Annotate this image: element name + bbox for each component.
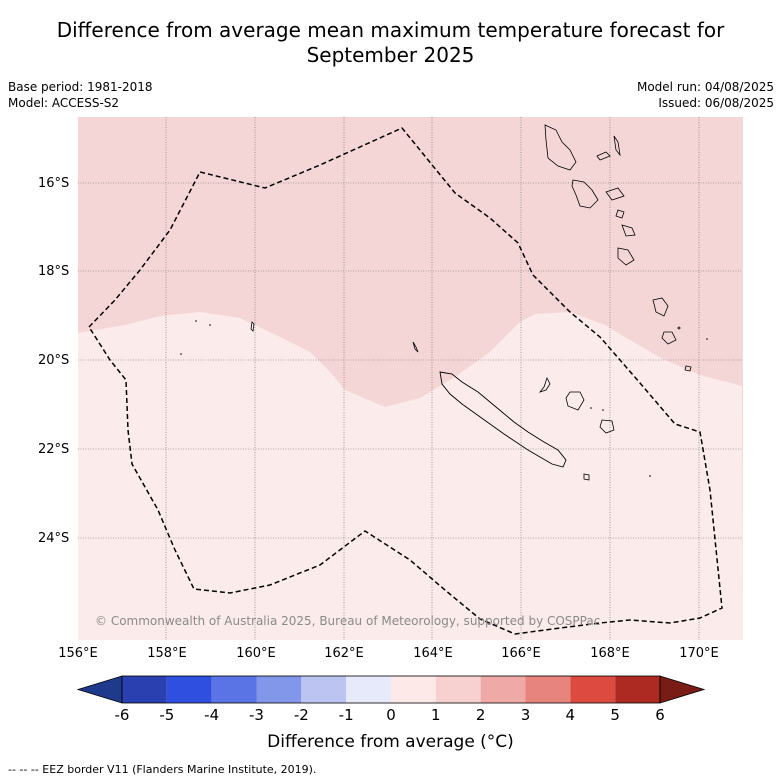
lifou-island (565, 391, 585, 411)
efate-island (621, 224, 636, 237)
lon-label-158e: 158°E (147, 646, 187, 661)
colorbar-tick-label: 5 (610, 706, 620, 724)
lon-label-160e: 160°E (236, 646, 276, 661)
ouvea-island (538, 376, 551, 393)
ambrym-island (605, 187, 625, 201)
model-run: Model run: 04/08/2025 (636, 80, 774, 94)
issued-date: Issued: 06/08/2025 (658, 96, 774, 110)
new-caledonia-island (439, 371, 567, 468)
aneityum-island (661, 331, 677, 345)
colorbar-segment (122, 676, 167, 703)
colorbar-segment (346, 676, 391, 703)
chart-title: Difference from average mean maximum tem… (0, 18, 781, 68)
lat-label-18s: 18°S (38, 264, 70, 279)
lat-label-24s: 24°S (38, 531, 70, 546)
colorbar-segment (166, 676, 212, 703)
gridlines (78, 117, 743, 640)
lon-label-164e: 164°E (413, 646, 453, 661)
colorbar-segment (211, 676, 257, 703)
meta-left: Base period: 1981-2018 Model: ACCESS-S2 (8, 79, 153, 111)
copyright-notice: © Commonwealth of Australia 2025, Bureau… (95, 614, 601, 628)
lon-label-170e: 170°E (679, 646, 719, 661)
colorbar-segment (525, 676, 571, 703)
colorbar-segment (301, 676, 347, 703)
hunter-island (684, 365, 692, 372)
lat-label-20s: 20°S (38, 353, 70, 368)
espiritu-santo-island (544, 124, 577, 171)
islet (649, 475, 651, 477)
meta-right: Model run: 04/08/2025 Issued: 06/08/2025 (637, 79, 774, 111)
islet (209, 324, 211, 326)
islet (195, 320, 197, 322)
epi-island (615, 209, 625, 219)
chesterfield-reef (250, 321, 255, 332)
lon-label-162e: 162°E (324, 646, 364, 661)
anomaly-0-to-1-region (78, 312, 743, 640)
islet (602, 409, 604, 411)
colorbar-tick-label: 1 (431, 706, 441, 724)
colorbar-tick-label: -5 (159, 706, 175, 724)
lat-label-16s: 16°S (38, 176, 70, 191)
islet (706, 338, 708, 340)
title-line-2: September 2025 (306, 43, 475, 67)
colorbar-tick-label: 3 (520, 706, 531, 724)
colorbar (76, 675, 706, 704)
colorbar-tick-label: 2 (475, 706, 486, 724)
colorbar-segment (570, 676, 616, 703)
lon-label-156e: 156°E (58, 646, 98, 661)
lon-label-166e: 166°E (501, 646, 541, 661)
colorbar-tick-label: -3 (249, 706, 264, 724)
colorbar-title: Difference from average (°C) (267, 732, 514, 752)
colorbar-outline (121, 675, 661, 704)
colorbar-segment (256, 676, 302, 703)
isle-of-pines (583, 473, 590, 481)
islet (180, 353, 182, 355)
colorbar-tick-label: -2 (293, 706, 309, 724)
colorbar-tick-label: 0 (386, 706, 396, 724)
colorbar-tick-label: 4 (565, 706, 576, 724)
colorbar-tick-label: -4 (204, 706, 220, 724)
colorbar-extend-high (659, 675, 706, 704)
colorbar-tick-label: 6 (655, 706, 665, 724)
tanna-island (652, 297, 669, 317)
malekula-island (571, 179, 599, 209)
colorbar-segment (480, 676, 526, 703)
islet (590, 407, 592, 409)
malo-island (596, 151, 611, 161)
eez-footnote: -- -- -- EEZ border V11 (Flanders Marine… (8, 763, 317, 776)
title-line-1: Difference from average mean maximum tem… (56, 18, 725, 42)
maewo-island (613, 135, 621, 157)
colorbar-tick-label: -6 (114, 706, 130, 724)
base-period: Base period: 1981-2018 (8, 80, 153, 94)
model-name: Model: ACCESS-S2 (8, 96, 120, 110)
islet (677, 326, 681, 330)
mare-island (599, 419, 615, 434)
eez-border (88, 127, 723, 635)
lon-label-168e: 168°E (590, 646, 630, 661)
colorbar-tick-label: -1 (338, 706, 354, 724)
colorbar-segment (615, 676, 660, 703)
belep-islands (412, 341, 419, 353)
erromango-island (617, 247, 635, 266)
colorbar-segment (435, 676, 481, 703)
colorbar-extend-low (76, 675, 123, 704)
colorbar-segment (391, 676, 436, 703)
lat-label-22s: 22°S (38, 442, 70, 457)
